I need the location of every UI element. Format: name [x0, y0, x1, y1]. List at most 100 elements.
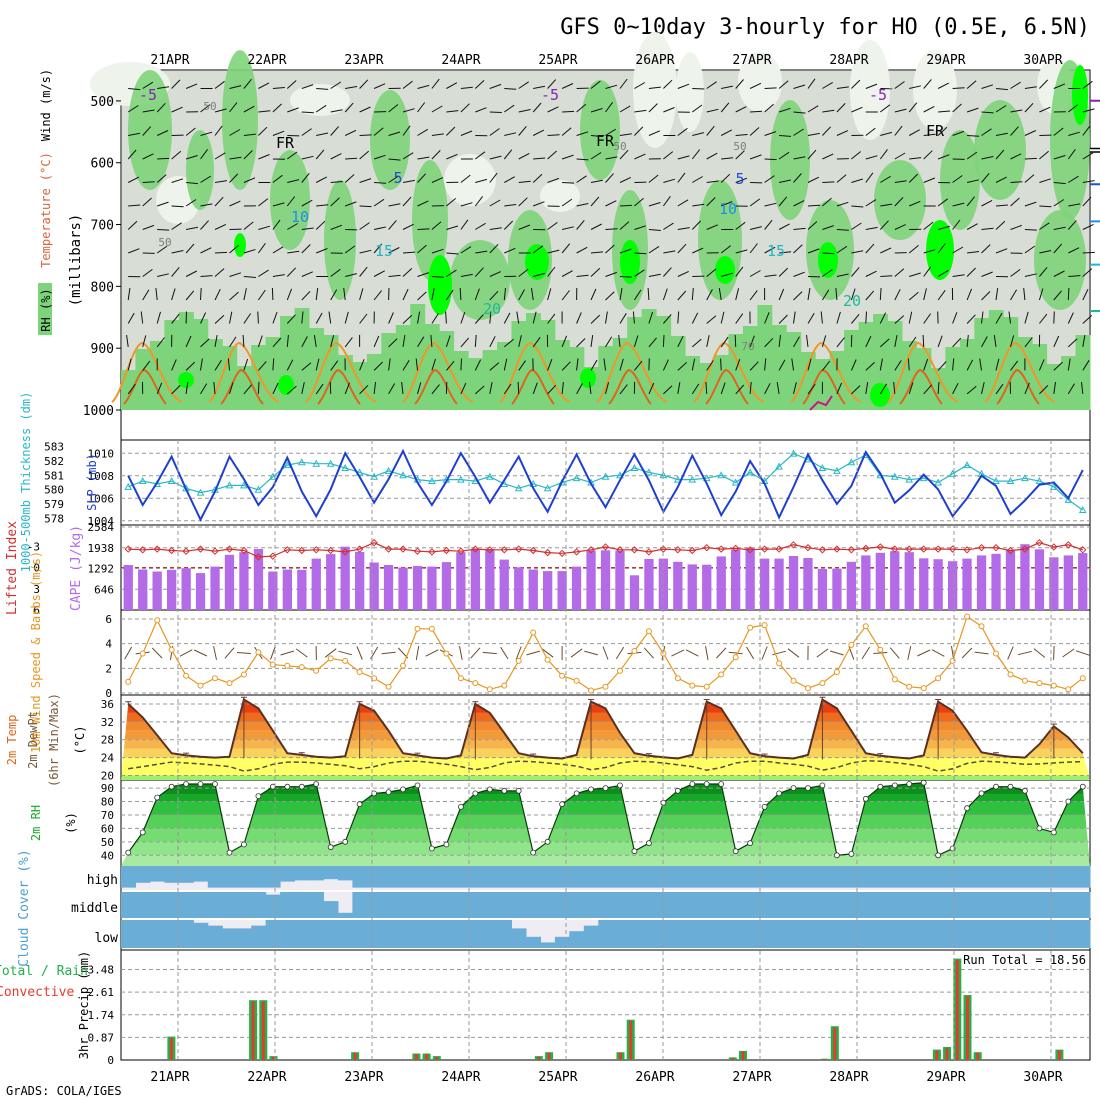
upper-wind-barb: [995, 383, 1004, 395]
upper-wind-barb: [344, 245, 356, 254]
upper-wind-barb: [937, 361, 947, 371]
upper-wind-barb: [952, 202, 965, 207]
rh-mid-column: [829, 351, 845, 410]
upper-wind-barb: [807, 132, 820, 136]
upper-wind-barb: [1039, 250, 1052, 254]
upper-wind-barb: [807, 78, 816, 89]
upper-wind-barb: [301, 227, 314, 230]
upper-wind-barb: [157, 201, 169, 207]
upper-wind-barb: [718, 288, 722, 301]
wind-speed-point: [457, 675, 464, 682]
upper-wind-barb: [576, 131, 589, 136]
upper-wind-barb: [561, 243, 571, 254]
temp-band: [121, 730, 1090, 740]
li-point: [428, 548, 436, 556]
upper-wind-barb: [156, 130, 169, 136]
upper-wind-barb: [504, 176, 516, 183]
thickness-point: [963, 461, 971, 469]
li-point: [558, 549, 566, 558]
cape-bar: [427, 566, 437, 610]
upper-wind-barb: [1053, 381, 1056, 394]
cloud-cover-bar: [366, 920, 382, 948]
upper-wind-barb: [562, 110, 575, 113]
freezing-line-inner: [1089, 149, 1100, 152]
li-point: [746, 546, 754, 554]
cloud-cover-bar: [1032, 892, 1048, 918]
upper-wind-barb: [156, 102, 166, 113]
upper-wind-barb: [301, 128, 312, 136]
cape-bar: [832, 568, 842, 610]
cloud-cover-bar: [685, 866, 700, 888]
upper-wind-barb: [576, 274, 589, 277]
upper-wind-barb: [822, 269, 833, 277]
surface-isotherm-30: [705, 368, 749, 405]
upper-wind-barb: [475, 178, 488, 183]
cloud-cover-bar: [858, 892, 874, 918]
upper-wind-barb: [705, 381, 708, 394]
upper-wind-barb: [373, 226, 386, 230]
upper-wind-barb: [547, 249, 560, 254]
wind-speed-point: [718, 671, 725, 678]
upper-wind-barb: [981, 291, 991, 301]
upper-wind-barb: [315, 312, 323, 324]
upper-wind-barb: [590, 135, 604, 138]
cloud-cover-bar: [453, 892, 469, 918]
upper-wind-barb: [677, 199, 689, 207]
upper-wind-barb: [692, 203, 705, 207]
precip-convective-bar: [272, 1056, 275, 1060]
upper-wind-barb: [431, 276, 444, 278]
upper-wind-barb: [1082, 315, 1093, 324]
rh-low-zone: [738, 52, 782, 112]
upper-wind-barb: [359, 150, 370, 160]
thickness-point: [847, 458, 856, 466]
cloud-cover-bar: [294, 866, 310, 881]
upper-wind-barb: [691, 220, 701, 230]
rh-mid-column: [251, 345, 267, 410]
thickness-point: [1049, 482, 1058, 490]
upper-wind-barb: [417, 102, 426, 113]
cloud-cover-bar: [583, 866, 599, 888]
upper-wind-barb: [779, 251, 792, 254]
thickness-point: [818, 463, 827, 472]
upper-wind-barb: [1024, 102, 1034, 113]
upper-wind-barb: [229, 102, 238, 113]
upper-wind-barb: [359, 313, 368, 324]
upper-wind-barb: [576, 103, 587, 113]
cloud-cover-bar: [1032, 866, 1048, 888]
thickness-point: [269, 472, 277, 480]
rh-point: [139, 829, 146, 836]
rh-mid-column: [858, 322, 874, 410]
upper-wind-barb: [764, 158, 777, 161]
upper-wind-barb: [807, 204, 820, 207]
thickness-point: [572, 474, 581, 482]
upper-wind-barb: [677, 227, 690, 230]
upper-wind-barb: [822, 360, 831, 371]
cloud-cover-bar: [959, 892, 975, 918]
upper-wind-barb: [1024, 86, 1037, 89]
rh-mid-column: [424, 324, 440, 410]
upper-wind-barb: [764, 219, 773, 230]
upper-wind-barb: [200, 104, 211, 113]
surface-wind-barb: [224, 647, 235, 659]
precip-convective-bar: [945, 1048, 949, 1060]
surface-wind-barb: [816, 648, 829, 658]
wind-speed-point: [559, 672, 566, 679]
rh-mid-column: [280, 316, 296, 410]
cloud-cover-bar: [193, 922, 209, 948]
upper-wind-barb: [778, 179, 791, 183]
upper-wind-barb: [909, 200, 921, 207]
cape-bar: [456, 552, 466, 610]
upper-wind-barb: [894, 125, 903, 136]
top-date-label: 21APR: [150, 53, 189, 68]
li-point: [384, 545, 393, 553]
rh-point: [501, 787, 508, 794]
upper-wind-barb: [1024, 245, 1035, 254]
upper-wind-barb: [214, 223, 227, 230]
upper-wind-barb: [821, 335, 827, 348]
upper-wind-barb: [981, 227, 994, 230]
upper-wind-barb: [749, 226, 762, 230]
upper-wind-barb: [590, 179, 603, 183]
rh-point: [1007, 783, 1014, 790]
precip-convective-bar: [1057, 1050, 1061, 1060]
rh-mid-column: [1075, 335, 1091, 410]
